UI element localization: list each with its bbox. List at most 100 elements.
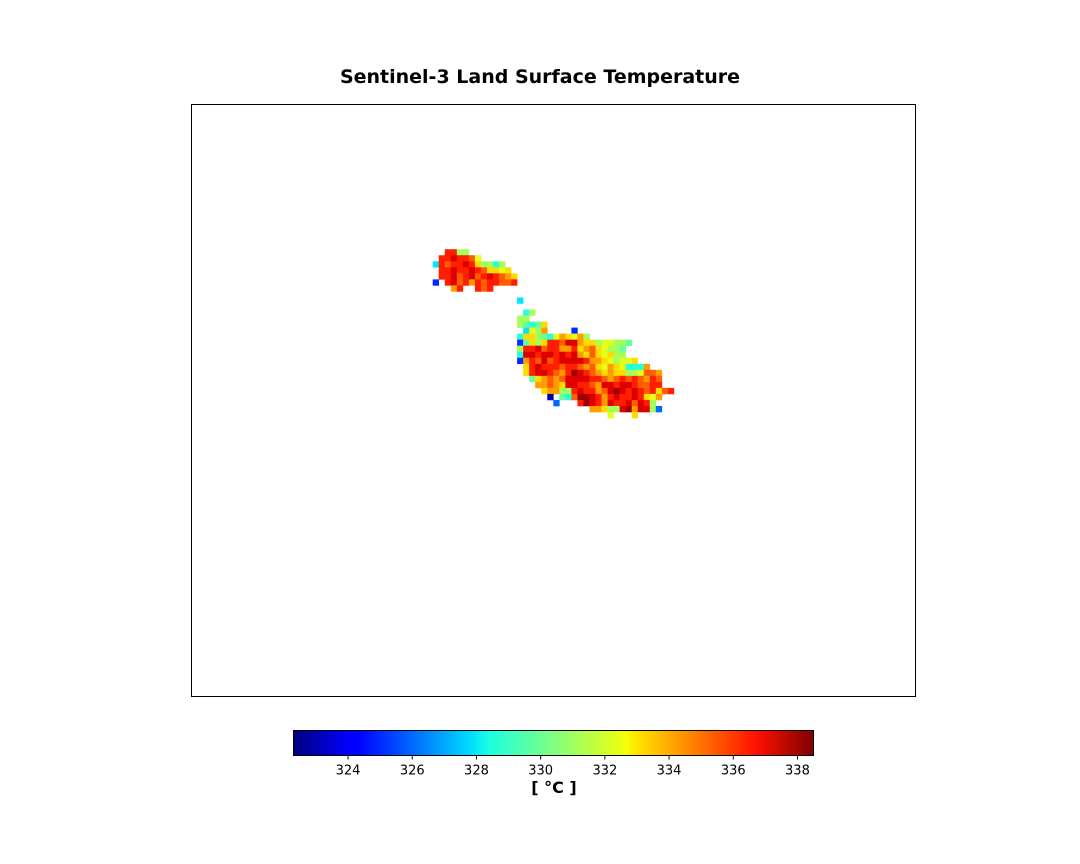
lst-pixel [565, 333, 572, 340]
lst-pixel [529, 321, 536, 328]
lst-pixel [631, 406, 639, 413]
lst-pixel [462, 279, 470, 286]
lst-pixel [468, 261, 476, 268]
lst-pixel [583, 345, 590, 353]
lst-pixel [535, 321, 542, 328]
lst-pixel [493, 279, 500, 286]
lst-pixel [444, 255, 452, 262]
lst-pixel [607, 406, 614, 413]
lst-pixel [541, 339, 548, 346]
lst-pixel [619, 345, 626, 353]
lst-pixel [565, 393, 572, 401]
lst-pixel [601, 345, 608, 353]
lst-pixel [559, 363, 566, 371]
lst-pixel [565, 345, 572, 353]
lst-pixel [637, 375, 645, 383]
lst-pixel [444, 267, 452, 274]
lst-pixel [480, 273, 488, 280]
lst-pixel [517, 333, 524, 340]
lst-pixel [450, 261, 458, 268]
lst-pixel [577, 333, 584, 340]
lst-pixel [541, 321, 548, 328]
lst-pixel [589, 351, 596, 359]
lst-pixel [499, 279, 506, 286]
lst-pixel [565, 387, 572, 395]
lst-pixel [523, 333, 530, 340]
lst-pixel [595, 375, 602, 383]
lst-pixel [619, 387, 626, 395]
lst-pixel [547, 357, 554, 365]
lst-pixel [649, 393, 657, 401]
lst-pixel [583, 393, 590, 401]
lst-pixel [577, 375, 584, 383]
lst-pixel [571, 339, 578, 346]
lst-pixel [511, 279, 518, 286]
lst-pixel [535, 357, 542, 365]
lst-pixel [619, 406, 626, 413]
lst-pixel [595, 399, 602, 407]
lst-pixel [571, 369, 578, 377]
lst-pixel [631, 369, 639, 377]
lst-pixel [607, 363, 614, 371]
lst-pixel [619, 381, 626, 389]
lst-pixel [474, 285, 482, 292]
lst-pixel [571, 345, 578, 353]
lst-pixel [637, 406, 645, 413]
lst-pixel [523, 363, 530, 371]
lst-pixel [529, 375, 536, 383]
lst-pixel [450, 249, 458, 256]
lst-pixel [613, 393, 620, 401]
lst-pixel [529, 339, 536, 346]
lst-pixel [619, 393, 626, 401]
lst-pixel [589, 406, 596, 413]
lst-pixel [462, 273, 470, 280]
lst-pixel [547, 345, 554, 353]
lst-pixel [523, 357, 530, 365]
lst-pixel [438, 261, 446, 268]
lst-pixel [535, 351, 542, 359]
colorbar-label: [ °C ] [531, 778, 577, 797]
lst-pixel [523, 321, 530, 328]
lst-pixel [649, 375, 657, 383]
lst-pixel [565, 381, 572, 389]
colorbar-tick-label: 324 [336, 764, 361, 779]
lst-pixel [577, 339, 584, 346]
colorbar-tick-label: 332 [592, 764, 617, 779]
colorbar-tick-label: 328 [464, 764, 489, 779]
lst-pixel [456, 285, 464, 292]
lst-pixel [655, 406, 663, 413]
lst-pixel [541, 375, 548, 383]
lst-pixel [613, 357, 620, 365]
lst-pixel [517, 345, 524, 353]
lst-pixel [583, 339, 590, 346]
lst-pixel [625, 399, 632, 407]
lst-pixel [571, 351, 578, 359]
colorbar-tick-label: 326 [400, 764, 425, 779]
lst-pixel [619, 357, 626, 365]
lst-pixel [655, 393, 663, 401]
lst-pixel [535, 375, 542, 383]
lst-pixel [468, 273, 476, 280]
lst-pixel [529, 309, 536, 316]
lst-pixel [583, 333, 590, 340]
lst-pixel [486, 285, 494, 292]
lst-pixel [613, 345, 620, 353]
lst-pixel [649, 406, 657, 413]
lst-pixel [613, 363, 620, 371]
lst-pixel [631, 393, 639, 401]
lst-pixel [565, 357, 572, 365]
lst-pixel [643, 399, 651, 407]
lst-pixel [517, 351, 524, 359]
lst-pixel [619, 363, 626, 371]
lst-pixel [553, 375, 560, 383]
lst-pixel [450, 285, 458, 292]
lst-pixel [613, 375, 620, 383]
lst-pixel [523, 339, 530, 346]
lst-pixel [649, 387, 657, 395]
lst-pixel [601, 387, 608, 395]
lst-pixel [637, 369, 645, 377]
lst-pixel [529, 333, 536, 340]
lst-pixel [547, 369, 554, 377]
lst-pixel [595, 369, 602, 377]
